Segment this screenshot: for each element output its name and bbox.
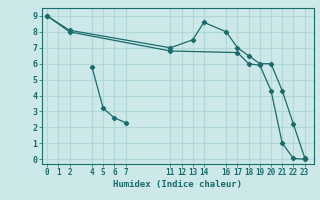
X-axis label: Humidex (Indice chaleur): Humidex (Indice chaleur) [113,180,242,189]
